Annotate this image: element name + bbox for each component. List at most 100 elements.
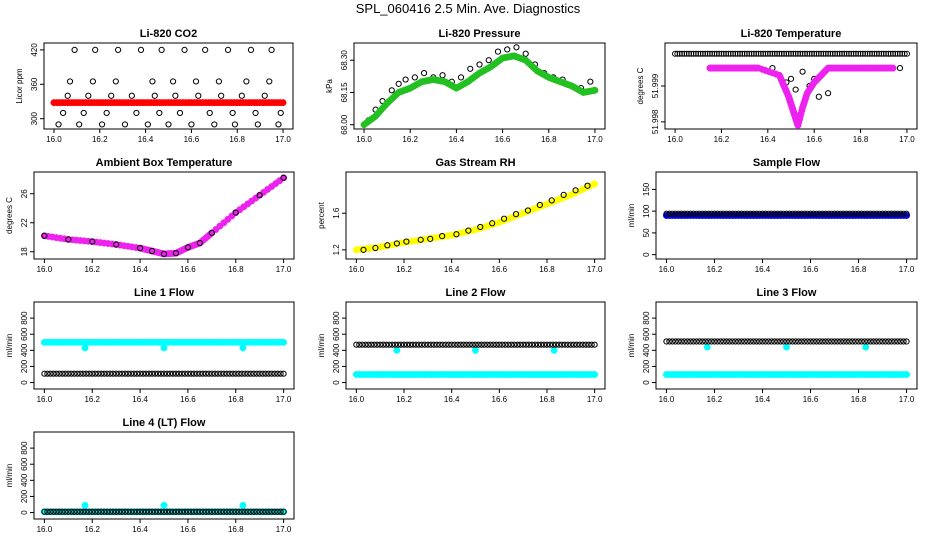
data-point	[674, 50, 681, 57]
data-point	[86, 508, 93, 515]
data-point	[801, 210, 808, 217]
data-point	[190, 508, 197, 515]
data-point	[277, 508, 284, 515]
data-point	[514, 341, 521, 348]
data-point	[192, 78, 200, 85]
chart-title: Sample Flow	[753, 157, 821, 169]
x-tick-label: 16.0	[37, 265, 53, 274]
data-point	[356, 341, 363, 348]
data-point	[142, 370, 150, 377]
data-point	[136, 508, 144, 515]
data-point	[77, 370, 84, 377]
data-point	[681, 210, 688, 217]
data-point	[64, 92, 71, 99]
data-point	[160, 370, 168, 377]
data-point	[753, 338, 760, 345]
data-point	[889, 50, 897, 57]
data-point	[160, 508, 168, 515]
data-point	[71, 46, 78, 53]
data-point	[862, 343, 870, 351]
data-point	[681, 338, 688, 345]
data-point	[268, 508, 275, 515]
data-point	[254, 121, 261, 128]
data-point	[780, 50, 788, 57]
data-point	[900, 210, 907, 217]
data-point	[211, 508, 218, 515]
data-point	[741, 50, 748, 57]
data-point	[199, 508, 206, 515]
x-tick-label: 16.2	[396, 395, 412, 404]
data-point	[489, 220, 496, 227]
chart-title: Gas Stream RH	[435, 157, 515, 169]
data-point	[436, 341, 443, 348]
data-point	[858, 210, 865, 217]
data-point	[256, 370, 263, 377]
y-axis-label: degrees C	[5, 197, 14, 234]
data-point	[587, 78, 594, 85]
data-point	[813, 50, 820, 57]
data-point	[92, 46, 99, 53]
x-tick-label: 16.4	[449, 135, 465, 144]
data-point	[81, 344, 89, 352]
data-point	[768, 338, 775, 345]
data-point	[250, 508, 257, 515]
y-tick-label: 200	[332, 359, 341, 373]
data-point	[280, 508, 287, 515]
y-axis-label: ml/min	[627, 334, 636, 358]
data-point	[591, 371, 599, 378]
data-point	[244, 370, 251, 377]
data-point	[834, 338, 841, 345]
data-point	[725, 50, 732, 57]
data-point	[166, 370, 174, 377]
data-point	[196, 508, 203, 515]
data-point	[74, 370, 81, 377]
data-point	[445, 341, 452, 348]
x-tick-label: 16.8	[229, 135, 245, 144]
data-point	[685, 50, 693, 57]
data-point	[68, 370, 75, 377]
data-point	[584, 182, 591, 189]
data-point	[504, 46, 511, 53]
data-point	[813, 210, 820, 217]
data-point	[887, 50, 894, 57]
data-point	[591, 341, 598, 348]
x-tick-label: 17.0	[276, 525, 292, 534]
data-point	[843, 50, 850, 57]
data-point	[62, 508, 69, 515]
data-point	[747, 210, 754, 217]
data-point	[169, 78, 177, 85]
chart-panel: Line 1 Flow 16.0 16.2 16.4 16.6 16.8 17.0 0 200 4…	[5, 287, 295, 404]
data-point	[524, 207, 532, 214]
y-tick-label: 51.999	[651, 73, 660, 98]
data-point	[487, 341, 494, 348]
data-point	[374, 341, 381, 348]
data-point	[394, 341, 402, 348]
data-point	[789, 338, 796, 345]
data-point	[834, 50, 841, 57]
data-point	[693, 338, 700, 345]
data-point	[825, 50, 832, 57]
data-point	[41, 370, 48, 377]
data-point	[822, 50, 829, 57]
data-point	[145, 508, 153, 515]
data-point	[726, 338, 733, 345]
data-point	[107, 370, 114, 377]
data-point	[139, 508, 147, 515]
data-point	[718, 50, 725, 57]
data-point	[825, 210, 832, 217]
data-point	[165, 121, 172, 128]
data-point	[684, 338, 691, 345]
y-tick-label: 150	[642, 182, 651, 196]
data-point	[56, 370, 63, 377]
data-point	[103, 109, 110, 117]
data-point	[787, 75, 795, 82]
data-point	[108, 92, 115, 99]
data-point	[81, 501, 89, 509]
data-point	[735, 338, 742, 345]
data-point	[762, 50, 769, 57]
x-tick-label: 16.6	[803, 395, 819, 404]
data-point	[128, 508, 135, 515]
data-point	[716, 50, 723, 57]
data-point	[208, 370, 215, 377]
data-point	[828, 338, 835, 345]
